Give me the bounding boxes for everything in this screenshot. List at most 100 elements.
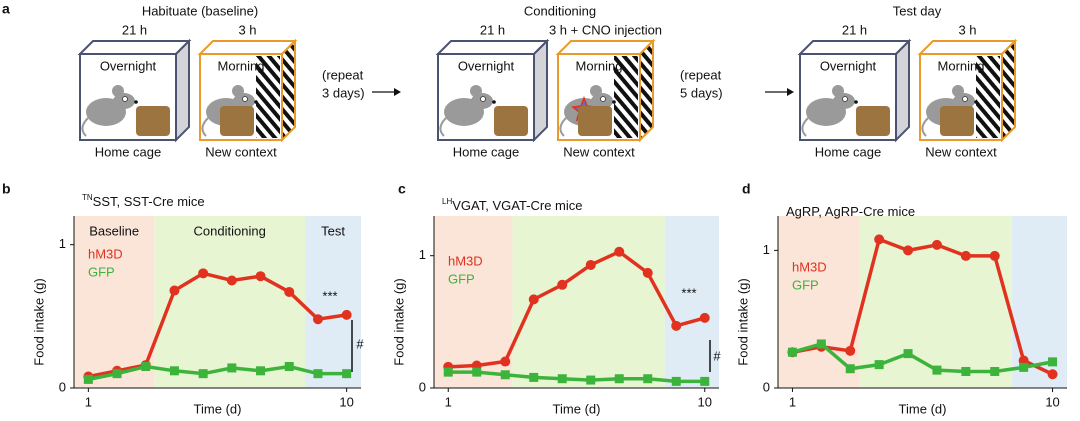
repeat-note: 3 days) (322, 85, 365, 100)
mouse-ear (112, 85, 124, 97)
panel-label: b (2, 181, 11, 197)
marker (169, 285, 180, 296)
marker (642, 267, 653, 278)
x-tick-label: 1 (85, 394, 92, 409)
marker (699, 312, 710, 323)
chart-title: TNSST, SST-Cre mice (82, 193, 205, 209)
box-top (555, 40, 656, 55)
x-axis-label: Time (d) (899, 401, 947, 416)
mouse-tail (559, 117, 567, 137)
y-tick-label: 0 (59, 379, 66, 394)
arrow-head (787, 88, 794, 96)
mouse-nose (612, 100, 616, 104)
box-label: Overnight (820, 58, 877, 73)
period-shade (434, 216, 513, 388)
repeat-note: 5 days) (680, 85, 723, 100)
mouse-ear (590, 85, 602, 97)
series-line (448, 249, 706, 369)
marker (990, 366, 1000, 376)
mouse-tail (439, 117, 447, 137)
mouse-tail (921, 117, 929, 137)
food (856, 106, 890, 136)
mouse-nose (974, 100, 978, 104)
arrow-head (394, 88, 401, 96)
marker (874, 360, 884, 370)
marker (989, 250, 1000, 261)
mouse-eye (842, 96, 848, 102)
marker (671, 320, 682, 331)
series-line (448, 370, 705, 384)
box-side (175, 38, 190, 143)
marker (643, 374, 653, 384)
mouse-eye (962, 96, 968, 102)
box-label: Overnight (458, 58, 515, 73)
marker (787, 347, 797, 357)
period-shade (664, 216, 719, 388)
box-top (435, 40, 550, 55)
mouse-ear (232, 85, 244, 97)
panel-label: a (2, 1, 10, 17)
title-text: VGAT, VGAT-Cre mice (452, 198, 582, 213)
y-tick-label: 1 (59, 236, 66, 251)
box-side (1001, 38, 1016, 143)
series-line (88, 364, 347, 382)
mouse-nose (254, 100, 258, 104)
legend-entry: GFP (88, 264, 115, 279)
legend-entry: hM3D (88, 246, 123, 261)
box-side (533, 38, 548, 143)
mouse-nose (492, 100, 496, 104)
marker (198, 369, 208, 379)
marker (903, 245, 914, 256)
annotation: # (713, 348, 721, 363)
marker (256, 366, 266, 376)
title-superscript: TN (82, 193, 93, 202)
marker (932, 365, 942, 375)
duration: 21 h (480, 22, 505, 37)
period-shade (778, 216, 859, 388)
marker (903, 349, 913, 359)
mouse-tail (801, 117, 809, 137)
box-top (797, 40, 912, 55)
food (494, 106, 528, 136)
marker (169, 366, 179, 376)
marker (700, 376, 710, 386)
mouse-eye (600, 96, 606, 102)
marker (529, 372, 539, 382)
caption: New context (563, 144, 635, 159)
marker (614, 246, 625, 257)
box-front (79, 53, 177, 141)
stage-title: Conditioning (524, 3, 596, 18)
annotation: # (356, 336, 364, 351)
box-front (557, 53, 641, 141)
marker (585, 259, 596, 270)
chart-title: LHVGAT, VGAT-Cre mice (442, 197, 583, 213)
marker (557, 374, 567, 384)
y-tick-label: 1 (419, 247, 426, 262)
mouse-eye (480, 96, 486, 102)
duration: 21 h (122, 22, 147, 37)
caption: Home cage (453, 144, 519, 159)
caption: New context (925, 144, 997, 159)
marker (255, 271, 266, 282)
marker (960, 250, 971, 261)
duration: 3 h (238, 22, 256, 37)
marker (342, 369, 352, 379)
x-axis-label: Time (d) (194, 401, 242, 416)
stage-title: Habituate (baseline) (142, 3, 258, 18)
annotation: *** (681, 285, 696, 300)
box-side (639, 38, 654, 143)
y-tick-label: 1 (763, 242, 770, 257)
x-axis-label: Time (d) (553, 401, 601, 416)
box-label: Morning (576, 58, 623, 73)
box-side (895, 38, 910, 143)
duration: 3 h (958, 22, 976, 37)
marker (312, 314, 323, 325)
period-shade (74, 216, 155, 388)
duration: 21 h (842, 22, 867, 37)
x-tick-label: 10 (339, 394, 353, 409)
box-top (77, 40, 192, 55)
marker (472, 367, 482, 377)
box-top (917, 40, 1018, 55)
food (578, 106, 612, 136)
